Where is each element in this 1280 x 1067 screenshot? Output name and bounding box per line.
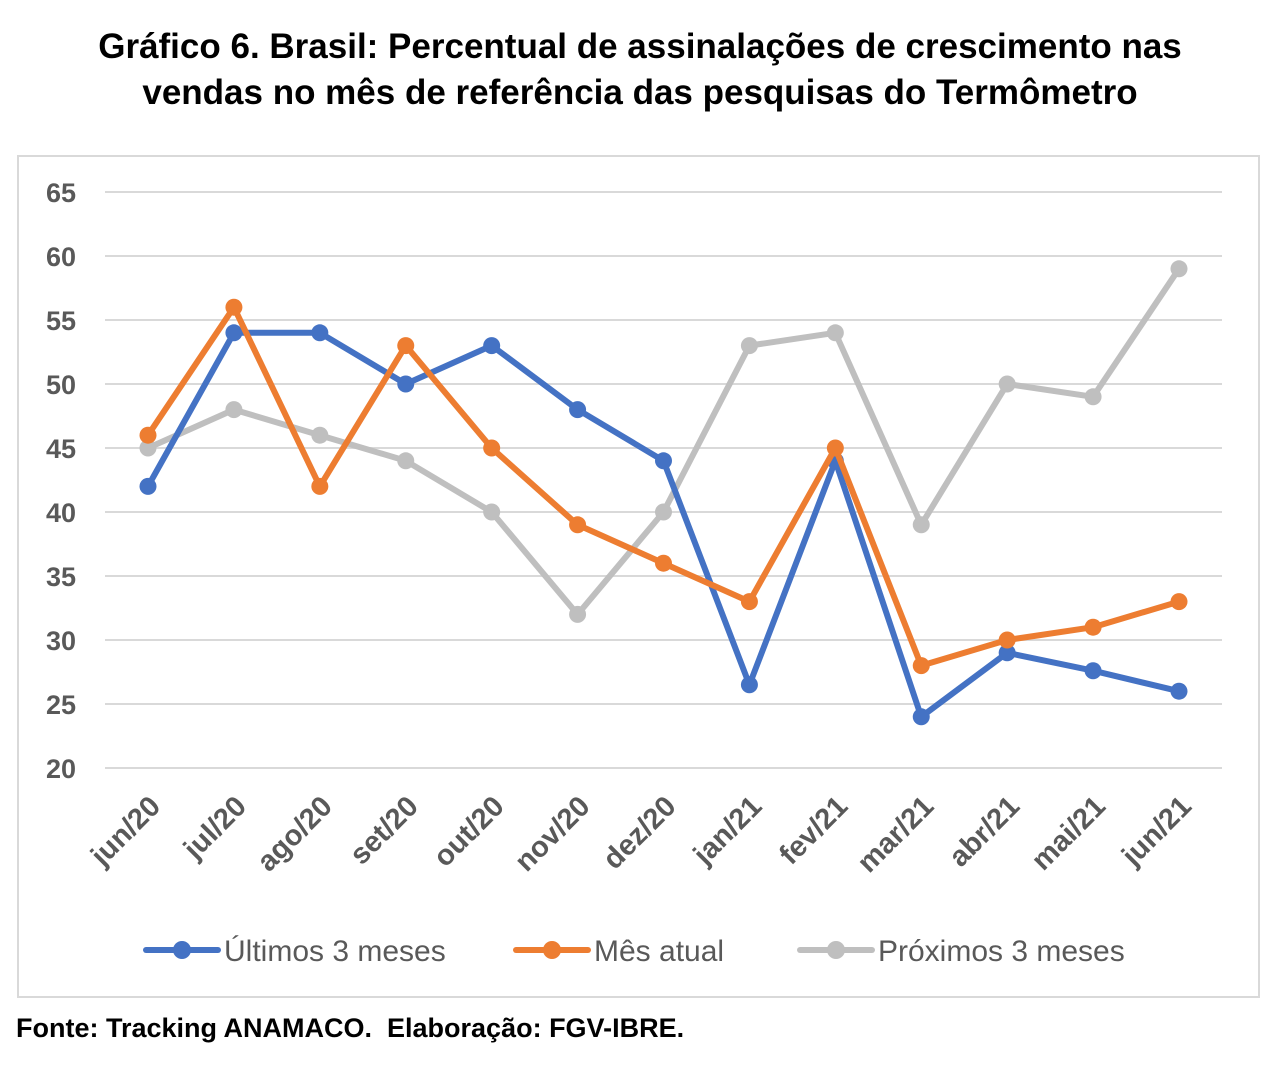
data-point xyxy=(225,401,243,419)
legend-label: Mês atual xyxy=(594,935,724,968)
data-point xyxy=(225,324,243,342)
data-point xyxy=(1084,662,1102,680)
chart-title: Gráfico 6. Brasil: Percentual de assinal… xyxy=(0,24,1280,116)
legend-swatch-marker xyxy=(173,941,191,959)
x-tick-label: nov/20 xyxy=(509,790,597,878)
data-point xyxy=(311,477,329,495)
y-tick-label: 65 xyxy=(46,178,76,208)
y-tick-label: 55 xyxy=(46,306,76,336)
data-point xyxy=(998,375,1016,393)
data-point xyxy=(740,337,758,355)
data-point xyxy=(1170,593,1188,611)
data-point xyxy=(483,439,501,457)
y-tick-label: 40 xyxy=(46,498,76,528)
data-point xyxy=(655,554,672,572)
data-point xyxy=(1170,682,1188,700)
x-tick-label: jun/21 xyxy=(1115,790,1198,873)
x-tick-label: jun/20 xyxy=(84,790,167,873)
data-point xyxy=(912,708,930,726)
x-tick-label: fev/21 xyxy=(774,790,855,871)
y-tick-label: 60 xyxy=(46,242,76,272)
x-tick-label: abr/21 xyxy=(943,790,1026,873)
x-tick-label: mai/21 xyxy=(1026,790,1112,876)
gridlines xyxy=(105,191,1222,769)
legend-label: Últimos 3 meses xyxy=(224,935,446,968)
data-point xyxy=(912,657,930,675)
legend-swatch-marker xyxy=(827,941,845,959)
series-line xyxy=(145,329,1182,720)
x-tick-label: mar/21 xyxy=(851,790,940,879)
x-tick-label: jul/20 xyxy=(177,790,253,866)
data-point xyxy=(1084,388,1102,406)
series-lines xyxy=(139,260,1188,726)
data-point xyxy=(740,593,758,611)
data-point xyxy=(655,452,672,470)
x-tick-label: jan/21 xyxy=(687,790,768,871)
data-point xyxy=(397,337,415,355)
data-point xyxy=(225,298,243,316)
data-point xyxy=(740,676,758,694)
data-point xyxy=(139,439,157,457)
data-point xyxy=(569,605,587,623)
data-point xyxy=(569,401,587,419)
legend-swatch-marker xyxy=(543,941,561,959)
data-point xyxy=(483,337,501,355)
data-point xyxy=(397,375,415,393)
data-point xyxy=(139,426,157,444)
data-point xyxy=(998,644,1016,662)
data-point xyxy=(311,324,329,342)
y-axis-tick-labels: 20 25 30 35 40 45 50 55 60 65 xyxy=(46,178,76,784)
data-point xyxy=(139,477,157,495)
data-point xyxy=(397,452,415,470)
y-tick-label: 35 xyxy=(46,562,76,592)
chart-title-line-2: vendas no mês de referência das pesquisa… xyxy=(142,73,1138,112)
source-note: Fonte: Tracking ANAMACO. Elaboração: FGV… xyxy=(16,1013,685,1043)
chart-title-line-1: Gráfico 6. Brasil: Percentual de assinal… xyxy=(98,27,1182,66)
data-point xyxy=(826,324,844,342)
x-tick-label: set/20 xyxy=(344,790,425,871)
y-tick-label: 20 xyxy=(46,754,76,784)
data-point xyxy=(655,503,672,521)
x-tick-label: ago/20 xyxy=(251,790,339,878)
y-tick-label: 50 xyxy=(46,370,76,400)
data-point xyxy=(1170,260,1188,278)
legend-label: Próximos 3 meses xyxy=(878,935,1125,968)
data-point xyxy=(912,516,930,534)
data-point xyxy=(998,631,1016,649)
data-point xyxy=(569,516,587,534)
legend: Últimos 3 meses Mês atual Próximos 3 meses xyxy=(143,935,1125,968)
data-point xyxy=(483,503,501,521)
y-tick-label: 30 xyxy=(46,626,76,656)
data-point xyxy=(1084,618,1102,636)
x-tick-label: dez/20 xyxy=(597,790,682,875)
y-tick-label: 45 xyxy=(46,434,76,464)
series-line xyxy=(145,304,1182,669)
x-tick-label: out/20 xyxy=(428,790,511,873)
data-point xyxy=(311,426,329,444)
data-point xyxy=(826,439,844,457)
y-tick-label: 25 xyxy=(46,690,76,720)
